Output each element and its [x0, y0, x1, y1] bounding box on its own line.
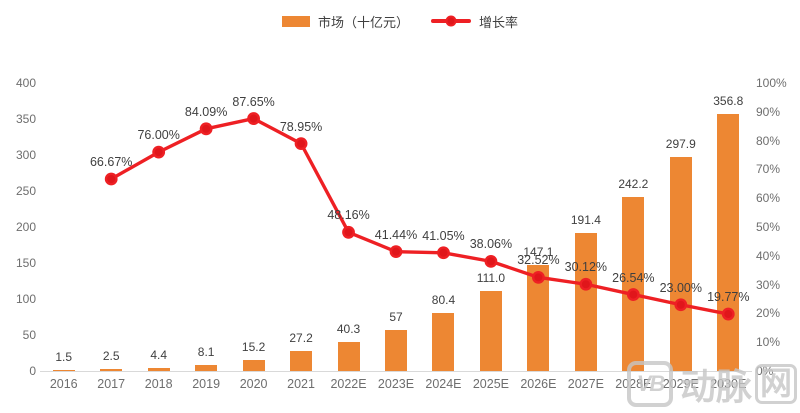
bar	[290, 351, 313, 371]
line-marker	[104, 172, 118, 186]
x-axis-label: 2028E	[615, 377, 652, 391]
growth-value-label: 48.16%	[327, 208, 370, 223]
y-axis-tick-left: 400	[15, 76, 36, 90]
growth-value-label: 84.09%	[184, 104, 228, 119]
line-marker	[247, 112, 261, 125]
y-axis-tick-right: 20%	[756, 306, 781, 321]
x-axis-label: 2026E	[520, 377, 557, 391]
bar-value-label: 57	[389, 309, 403, 324]
bar-value-label: 8.1	[197, 345, 215, 360]
bar-value-label: 15.2	[241, 340, 266, 355]
x-axis-label: 2016	[49, 377, 78, 391]
bar-swatch-icon	[281, 15, 310, 27]
y-axis-tick-right: 100%	[756, 76, 787, 90]
watermark-text-main: 动脉	[679, 366, 752, 407]
line-marker	[342, 225, 355, 239]
line-marker	[437, 246, 450, 260]
x-axis-label: 2017	[97, 377, 126, 391]
y-axis-tick-right: 40%	[756, 248, 781, 263]
y-axis-tick-left: 200	[15, 220, 36, 234]
growth-value-label: 19.77%	[707, 290, 750, 305]
bar	[337, 341, 360, 371]
bar-value-label: 80.4	[431, 293, 456, 308]
watermark-text: 动脉 网	[680, 358, 797, 410]
x-axis-label: 2024E	[425, 377, 462, 391]
line-marker	[484, 254, 498, 268]
x-axis-label: 2022E	[330, 377, 367, 391]
x-axis-label: 2025E	[472, 377, 509, 391]
line-marker	[294, 137, 308, 151]
legend-item-growth: 增长率	[431, 12, 518, 31]
legend: 市场（十亿元） 增长率	[0, 12, 800, 30]
bar	[717, 114, 740, 371]
bar	[479, 291, 502, 371]
bar	[527, 265, 550, 371]
bar-value-label: 1.5	[55, 349, 73, 364]
bar-value-label: 297.9	[665, 136, 696, 151]
watermark-logo-icon: VB	[626, 361, 673, 407]
x-axis-label: 2030E	[710, 377, 747, 391]
y-axis-tick-left: 350	[15, 112, 36, 126]
y-axis-tick-right: 80%	[756, 133, 781, 148]
bar	[432, 313, 455, 371]
growth-value-label: 41.44%	[374, 227, 418, 242]
x-axis-label: 2023E	[377, 377, 415, 391]
bar-value-label: 4.4	[150, 347, 167, 362]
bar-value-label: 356.8	[713, 94, 744, 109]
bar-value-label: 40.3	[336, 321, 361, 336]
y-axis-tick-right: 70%	[756, 162, 781, 177]
growth-value-label: 30.12%	[564, 260, 608, 275]
x-axis-label: 2019	[192, 377, 221, 391]
bar	[147, 367, 170, 371]
growth-value-label: 32.52%	[517, 253, 560, 268]
legend-item-market: 市场（十亿元）	[281, 12, 409, 31]
bar-value-label: 2.5	[102, 349, 120, 364]
growth-value-label: 41.05%	[422, 228, 465, 243]
growth-value-label: 87.65%	[232, 94, 275, 109]
y-axis-tick-left: 100	[15, 292, 36, 306]
x-axis-label: 2021	[287, 377, 315, 391]
bar	[385, 329, 407, 371]
x-axis-label: 2018	[144, 377, 173, 391]
bar	[574, 233, 597, 371]
line-marker	[389, 245, 403, 259]
y-axis-tick-left: 50	[22, 328, 36, 342]
legend-label-growth: 增长率	[479, 14, 519, 30]
y-axis-tick-right: 60%	[756, 191, 781, 206]
x-axis-label: 2027E	[567, 377, 604, 391]
y-axis-tick-right: 30%	[756, 277, 781, 292]
y-axis-tick-right: 50%	[756, 220, 781, 234]
bar-value-label: 111.0	[476, 271, 506, 286]
growth-value-label: 76.00%	[137, 128, 180, 143]
bar	[669, 156, 692, 371]
y-axis-tick-left: 300	[15, 148, 36, 162]
y-axis-tick-right: 90%	[756, 104, 781, 119]
bar	[195, 365, 218, 371]
bar	[52, 369, 75, 371]
x-axis-line	[40, 371, 752, 372]
growth-value-label: 38.06%	[469, 237, 513, 252]
y-axis-tick-left: 250	[15, 184, 36, 198]
line-swatch-icon	[431, 15, 471, 27]
growth-value-label: 26.54%	[612, 270, 655, 285]
watermark-text-boxed: 网	[754, 364, 797, 404]
bar	[100, 369, 123, 371]
bar-value-label: 191.4	[570, 213, 601, 228]
watermark: VB 动脉 网	[626, 358, 797, 410]
line-marker	[152, 145, 166, 159]
y-axis-tick-left: 0	[29, 364, 36, 378]
growth-value-label: 66.67%	[89, 154, 133, 169]
legend-label-market: 市场（十亿元）	[317, 14, 409, 30]
x-axis-label: 2020	[239, 377, 268, 391]
line-marker	[199, 122, 213, 136]
y-axis-tick-right: 10%	[756, 335, 781, 350]
growth-value-label: 78.95%	[279, 119, 323, 134]
y-axis-tick-left: 150	[15, 256, 36, 270]
bar-value-label: 242.2	[618, 176, 649, 191]
bar-value-label: 27.2	[289, 331, 313, 346]
growth-value-label: 23.00%	[659, 280, 702, 295]
bar	[242, 360, 265, 371]
